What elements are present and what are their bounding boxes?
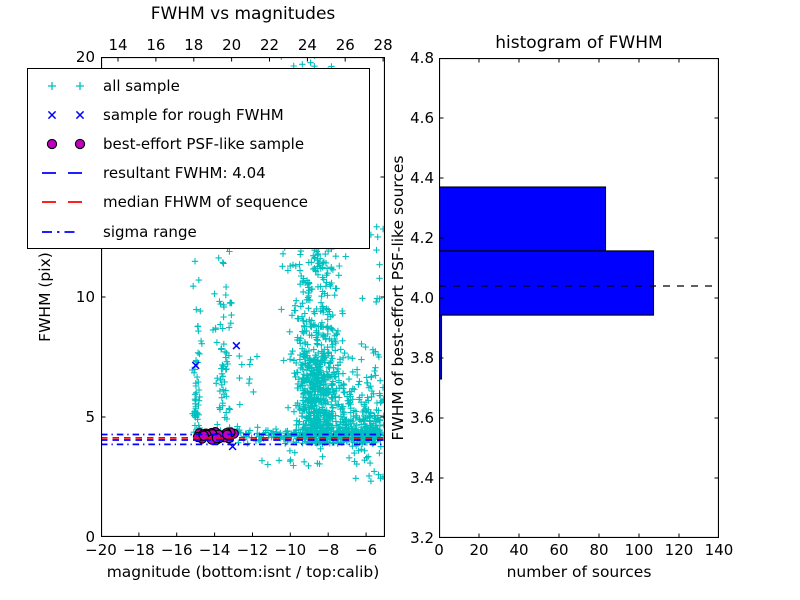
scatter-all-sample (189, 57, 385, 485)
legend-entry-2: best-effort PSF-like sample (28, 129, 369, 158)
right-ytick-label: 3.6 (410, 408, 434, 427)
left-xtick-top-label: 24 (297, 36, 317, 54)
left-ytick-label: 5 (85, 407, 95, 426)
right-ytick-label: 4.2 (410, 228, 434, 247)
legend-label: sigma range (103, 222, 197, 241)
legend-label: sample for rough FWHM (103, 105, 284, 124)
right-ytick-label: 3.2 (410, 528, 434, 547)
left-xtick-bottom-label: −20 (85, 541, 117, 559)
right-xtick-label: 140 (704, 541, 734, 559)
right-ytick-label: 4.8 (410, 48, 434, 67)
right-ytick-label: 4.6 (410, 108, 434, 127)
right-ytick-label: 4.4 (410, 168, 434, 187)
left-plot-title: FWHM vs magnitudes (150, 4, 336, 24)
legend-entry-1: sample for rough FWHM (28, 100, 369, 129)
left-ytick-label: 20 (75, 47, 95, 66)
left-xtick-top-label: 20 (222, 36, 242, 54)
legend-dashed-icon (42, 201, 82, 204)
legend-box: all sample sample for rough FWHM best-effo… (27, 68, 370, 249)
left-xtick-bottom-label: −18 (123, 541, 155, 559)
right-plot-border (439, 58, 719, 538)
histogram-plot-canvas (439, 58, 719, 538)
right-plot-ylabel: FWHM of best-effort PSF-like sources (389, 155, 407, 441)
legend-entry-3: resultant FWHM: 4.04 (28, 159, 369, 188)
scatter-psf-like-sample (192, 427, 239, 445)
left-xtick-top-label: 18 (184, 36, 204, 54)
right-ytick-label: 4.0 (410, 288, 434, 307)
right-xtick-label: 40 (509, 541, 529, 559)
right-ytick-label: 3.4 (410, 468, 434, 487)
right-plot-xlabel: number of sources (506, 563, 652, 581)
left-xtick-top-label: 14 (108, 36, 128, 54)
left-xtick-bottom-label: −6 (355, 541, 378, 559)
left-plot-border (101, 57, 385, 537)
right-xtick-label: 20 (469, 541, 489, 559)
left-xtick-bottom-label: −8 (317, 541, 340, 559)
left-xtick-top-label: 22 (259, 36, 280, 54)
left-ytick-label: 0 (85, 527, 95, 546)
legend-entry-0: all sample (28, 71, 369, 100)
left-xtick-bottom-label: −14 (198, 541, 231, 559)
left-xtick-top-label: 16 (146, 36, 166, 54)
legend-plus-icon (48, 81, 84, 90)
legend-label: all sample (103, 76, 180, 95)
right-xtick-label: 100 (624, 541, 654, 559)
left-xtick-top-label: 28 (373, 36, 393, 54)
histogram-bar-1 (439, 250, 655, 316)
legend-circle-icon (46, 138, 86, 150)
right-xtick-label: 120 (664, 541, 694, 559)
left-xtick-top-label: 26 (335, 36, 355, 54)
legend-entry-5: sigma range (28, 217, 369, 246)
left-xtick-bottom-label: −16 (160, 541, 193, 559)
legend-dashed-icon (42, 172, 82, 175)
left-xtick-bottom-label: −12 (236, 541, 269, 559)
left-xtick-bottom-label: −10 (274, 541, 307, 559)
legend-label: best-effort PSF-like sample (103, 134, 305, 153)
legend-dashdot-icon (42, 230, 78, 233)
scatter-plot-canvas (101, 57, 385, 537)
legend-label: median FHWM of sequence (103, 193, 308, 212)
histogram-bar-2 (439, 186, 607, 252)
right-plot-title: histogram of FWHM (495, 33, 663, 53)
right-xtick-label: 80 (589, 541, 609, 559)
left-plot-xlabel: magnitude (bottom:isnt / top:calib) (106, 563, 380, 581)
right-xtick-label: 60 (549, 541, 569, 559)
right-xtick-label: 0 (434, 541, 444, 559)
legend-entry-4: median FHWM of sequence (28, 188, 369, 217)
right-ytick-label: 3.8 (410, 348, 434, 367)
legend-x-icon (47, 110, 85, 119)
left-ytick-label: 10 (75, 287, 95, 306)
legend-label: resultant FWHM: 4.04 (103, 164, 266, 183)
